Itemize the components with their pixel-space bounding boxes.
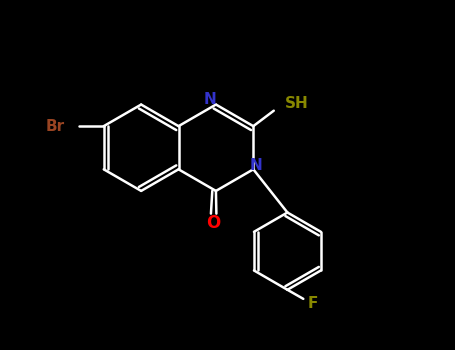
- Text: F: F: [307, 296, 318, 311]
- Text: N: N: [249, 158, 262, 173]
- Text: O: O: [207, 214, 221, 232]
- Text: Br: Br: [46, 119, 65, 134]
- Text: SH: SH: [285, 96, 309, 111]
- Text: N: N: [204, 92, 217, 107]
